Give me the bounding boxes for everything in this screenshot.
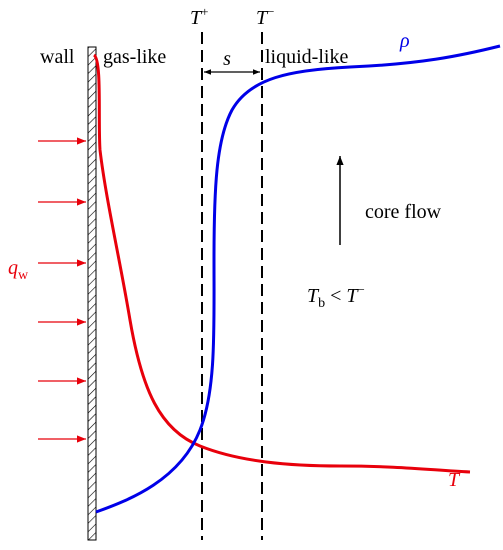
- relation: <: [325, 285, 346, 307]
- condition-label: Tb < T−: [307, 282, 365, 311]
- gap-label: s: [223, 48, 231, 70]
- subscript: b: [318, 296, 325, 311]
- density-curve: [95, 44, 501, 514]
- gas-like-label: gas-like: [103, 46, 166, 68]
- density-label: ρ: [399, 30, 410, 52]
- symbol: q: [8, 257, 18, 279]
- wall-label: wall: [40, 46, 75, 68]
- subscript: w: [18, 268, 29, 283]
- heat-flux-label: qw: [8, 257, 29, 283]
- symbol: T: [190, 7, 203, 29]
- superscript: −: [358, 282, 365, 297]
- t-plus-label: T+: [190, 4, 208, 29]
- symbol: T: [307, 285, 320, 307]
- superscript: −: [267, 4, 274, 19]
- symbol: T: [256, 7, 269, 29]
- temperature-label: T: [448, 469, 461, 491]
- symbol: T: [346, 285, 359, 307]
- core-flow-label: core flow: [365, 201, 442, 223]
- temperature-curve: [92, 53, 471, 474]
- t-minus-label: T−: [256, 4, 274, 29]
- superscript: +: [201, 4, 208, 19]
- heat-flux-arrows: [38, 137, 86, 443]
- wall: [87, 46, 97, 541]
- liquid-like-label: liquid-like: [265, 46, 348, 68]
